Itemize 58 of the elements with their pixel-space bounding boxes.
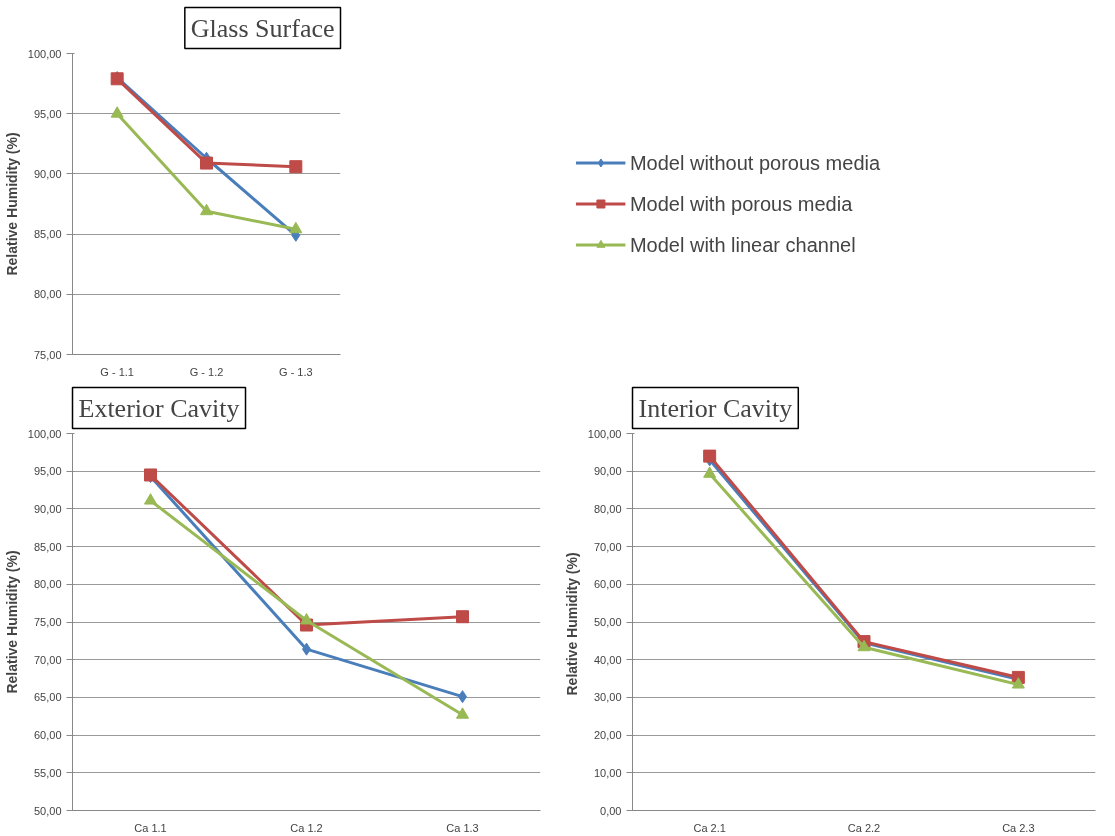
y-tick-label: 100,00 <box>27 47 62 60</box>
y-tick-label: 95,00 <box>33 107 62 120</box>
y-tick-label: 10,00 <box>593 766 622 779</box>
y-tick-label: 70,00 <box>593 540 622 553</box>
y-tick-label: 70,00 <box>33 653 62 666</box>
y-tick-label: 95,00 <box>33 465 62 478</box>
y-tick-label: 80,00 <box>33 288 62 301</box>
x-tick-label: Ca 1.1 <box>134 821 167 834</box>
y-tick-label: 50,00 <box>33 804 62 817</box>
y-axis-title: Relative Humidity (%) <box>563 552 580 696</box>
y-axis-title: Relative Humidity (%) <box>3 132 20 276</box>
legend-label: Model with porous media <box>629 192 853 215</box>
y-tick-label: 40,00 <box>593 653 622 666</box>
x-tick-label: Ca 2.3 <box>1002 821 1035 834</box>
y-tick-label: 80,00 <box>33 578 62 591</box>
y-tick-label: 80,00 <box>593 502 622 515</box>
y-axis-title: Relative Humidity (%) <box>3 550 20 694</box>
y-tick-label: 0,00 <box>600 804 622 817</box>
x-tick-label: G - 1.3 <box>279 365 313 378</box>
y-tick-label: 85,00 <box>33 228 62 241</box>
point <box>456 610 469 624</box>
x-tick-label: G - 1.2 <box>189 365 224 378</box>
point <box>200 156 213 170</box>
chart-title: Exterior Cavity <box>78 393 240 423</box>
point <box>289 221 303 234</box>
y-tick-label: 100,00 <box>27 427 62 440</box>
y-tick-label: 55,00 <box>33 766 62 779</box>
point <box>144 493 157 505</box>
x-tick-label: Ca 2.2 <box>847 821 881 834</box>
point <box>456 707 469 719</box>
y-tick-label: 60,00 <box>593 578 622 591</box>
point <box>300 613 313 625</box>
x-tick-label: Ca 1.3 <box>446 821 479 834</box>
y-tick-label: 85,00 <box>33 540 62 553</box>
y-tick-label: 90,00 <box>33 502 62 515</box>
y-tick-label: 90,00 <box>593 465 622 478</box>
legend-label: Model without porous media <box>629 151 881 174</box>
y-tick-label: 90,00 <box>33 167 62 180</box>
point <box>1011 677 1025 689</box>
point <box>289 160 303 174</box>
y-tick-label: 20,00 <box>593 729 622 742</box>
y-tick-label: 60,00 <box>33 729 62 742</box>
x-tick-label: Ca 2.1 <box>693 821 726 834</box>
y-tick-label: 50,00 <box>593 616 622 628</box>
y-tick-label: 75,00 <box>33 616 62 628</box>
y-tick-label: 100,00 <box>587 427 622 440</box>
y-tick-label: 65,00 <box>33 691 62 704</box>
y-tick-label: 75,00 <box>33 348 62 361</box>
point <box>200 203 213 216</box>
chart-title: Interior Cavity <box>638 393 793 423</box>
y-tick-label: 30,00 <box>593 691 622 704</box>
x-tick-label: Ca 1.2 <box>290 821 323 834</box>
chart-title: Glass Surface <box>190 13 335 43</box>
point <box>110 106 124 118</box>
x-tick-label: G - 1.1 <box>100 365 134 378</box>
point <box>703 449 717 463</box>
point <box>703 466 717 478</box>
legend-label: Model with linear channel <box>629 233 856 256</box>
